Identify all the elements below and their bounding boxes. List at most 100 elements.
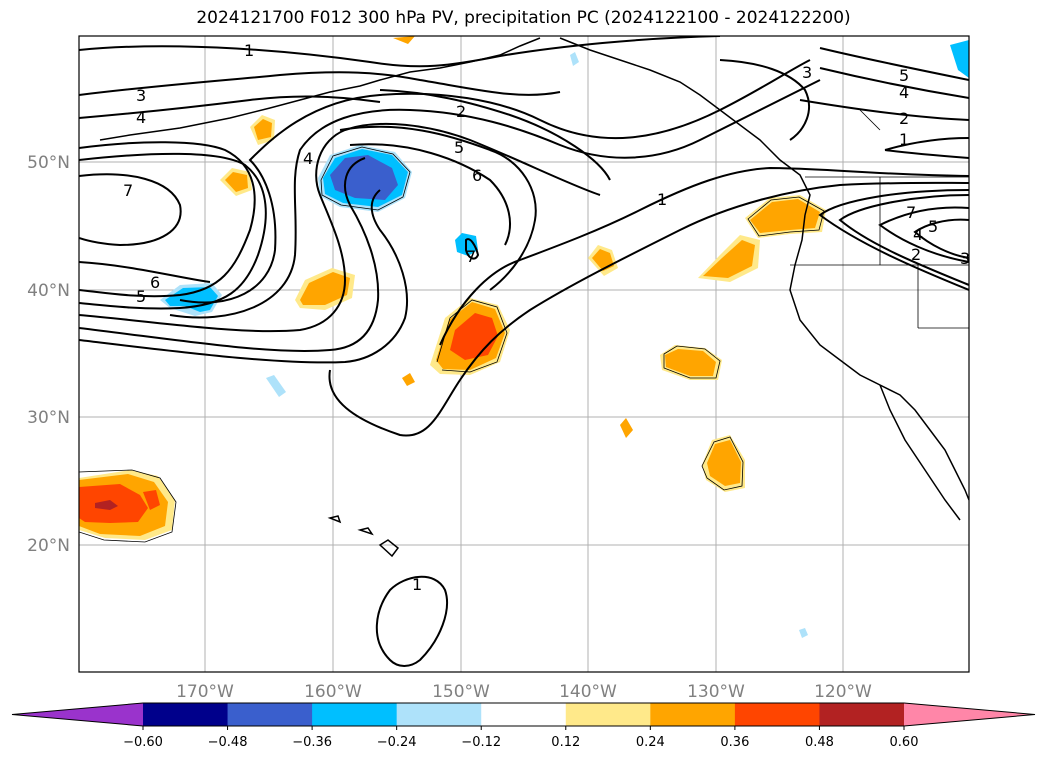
map-title: 2024121700 F012 300 hPa PV, precipitatio… bbox=[196, 8, 851, 28]
contour-4-nw bbox=[79, 95, 381, 119]
fill-blue-tiny-n bbox=[570, 52, 579, 66]
fill-west-subtropics-darkred bbox=[95, 500, 118, 510]
contour-7-west bbox=[79, 173, 182, 247]
contour-east-5 bbox=[819, 47, 969, 81]
fill-orange-e5 bbox=[707, 440, 741, 486]
colorbar-tick-label: −0.48 bbox=[208, 735, 248, 750]
colorbar-tick-label: 0.24 bbox=[636, 735, 665, 750]
contour-label: 2 bbox=[456, 102, 466, 121]
contour-tongue-a bbox=[179, 59, 811, 304]
lat-label-50n: 50°N bbox=[27, 153, 70, 173]
coast-alaska-south bbox=[559, 37, 811, 216]
contour-1-trough-south bbox=[328, 181, 969, 437]
colorbar-bin bbox=[819, 703, 905, 726]
fill-orange-nw1b bbox=[254, 119, 272, 140]
colorbar-extend-low bbox=[12, 703, 143, 726]
colorbar-tick-label: −0.24 bbox=[377, 735, 417, 750]
contour-label: 4 bbox=[913, 225, 923, 244]
fill-orange-e4 bbox=[665, 349, 716, 376]
contour-east-1 bbox=[884, 137, 969, 151]
fill-central-red bbox=[450, 313, 498, 360]
colorbar-bin bbox=[227, 703, 313, 726]
precipitation-fills bbox=[79, 36, 969, 638]
contour-tongue-d bbox=[79, 157, 380, 352]
contour-label: 7 bbox=[123, 181, 133, 200]
lon-label-120w: 120°W bbox=[814, 682, 872, 702]
colorbar: −0.60 −0.48 −0.36 −0.24 −0.12 0.12 0.24 0.36 0.4… bbox=[11, 702, 1036, 750]
contour-tongue-e bbox=[79, 189, 409, 364]
contour-small-loop bbox=[465, 238, 480, 260]
contour-3-nw bbox=[79, 71, 561, 96]
contour-wave-1 bbox=[79, 141, 256, 298]
colorbar-bin bbox=[312, 703, 398, 726]
fill-orange-e7 bbox=[402, 373, 415, 386]
contour-east-3 bbox=[719, 59, 810, 141]
contour-label: 6 bbox=[150, 273, 160, 292]
contour-east-trough3 bbox=[838, 194, 969, 286]
contour-label: 3 bbox=[802, 63, 812, 82]
lat-label-20n: 20°N bbox=[27, 536, 70, 556]
colorbar-tick-label: 0.60 bbox=[890, 735, 919, 750]
contour-label: 2 bbox=[911, 245, 921, 264]
contour-east-1b bbox=[884, 149, 969, 159]
coast-alaska-peninsula bbox=[99, 37, 541, 141]
coast-west-us bbox=[789, 214, 969, 501]
contour-east-4 bbox=[819, 67, 969, 99]
colorbar-tick-label: −0.12 bbox=[461, 735, 501, 750]
map-frame bbox=[78, 35, 970, 673]
contour-5-mid bbox=[339, 125, 537, 291]
latitude-labels: 50°N 40°N 30°N 20°N bbox=[27, 153, 70, 556]
contour-label: 1 bbox=[244, 41, 254, 60]
contour-label-group: 1 3 4 7 6 5 4 2 5 6 1 3 5 4 2 1 7 5 4 2 … bbox=[123, 41, 970, 594]
fill-orange-top bbox=[393, 36, 415, 44]
contour-east-trough4 bbox=[818, 189, 969, 291]
contour-label: 5 bbox=[454, 138, 464, 157]
contour-tongue-c bbox=[79, 122, 601, 333]
colorbar-tick-label: 0.36 bbox=[720, 735, 749, 750]
precip-outlines bbox=[79, 146, 825, 543]
lon-label-170w: 170°W bbox=[176, 682, 234, 702]
contour-label: 1 bbox=[899, 130, 909, 149]
contour-label: 5 bbox=[899, 66, 909, 85]
colorbar-tick-label: 0.12 bbox=[551, 735, 580, 750]
lon-label-140w: 140°W bbox=[559, 682, 617, 702]
fill-orange-e2 bbox=[703, 240, 755, 278]
colorbar-extend-high bbox=[904, 703, 1035, 726]
contour-label: 3 bbox=[136, 86, 146, 105]
colorbar-tick-label: −0.36 bbox=[292, 735, 332, 750]
contour-tongue-b bbox=[169, 79, 821, 319]
contour-label: 2 bbox=[899, 109, 909, 128]
colorbar-tick-label: −0.60 bbox=[123, 735, 163, 750]
fill-blue-royal bbox=[330, 155, 398, 200]
contour-1-south-ellipse bbox=[375, 575, 449, 667]
map-area bbox=[79, 36, 969, 672]
hawaii bbox=[327, 515, 400, 558]
contour-label: 1 bbox=[412, 575, 422, 594]
colorbar-bin bbox=[734, 703, 820, 726]
contour-label: 7 bbox=[906, 203, 916, 222]
contour-east-2 bbox=[799, 99, 969, 121]
contour-label: 3 bbox=[960, 249, 970, 268]
fill-orange-e6 bbox=[620, 418, 633, 438]
colorbar-bin bbox=[481, 703, 567, 726]
colorbar-bin bbox=[650, 703, 736, 726]
contour-wave-2 bbox=[79, 152, 267, 310]
colorbar-bin bbox=[143, 703, 229, 726]
colorbar-bin bbox=[396, 703, 482, 726]
contour-2-mid bbox=[379, 89, 611, 181]
colorbar-tick-label: 0.48 bbox=[805, 735, 834, 750]
contour-1-north bbox=[79, 36, 721, 68]
contour-6-mid bbox=[349, 143, 511, 246]
borders bbox=[790, 109, 969, 329]
contour-label: 4 bbox=[136, 108, 146, 127]
contour-1-big-ridge bbox=[439, 166, 969, 346]
contour-label: 4 bbox=[899, 83, 909, 102]
coastlines bbox=[99, 37, 969, 558]
contour-label: 7 bbox=[466, 247, 476, 266]
fill-west-subtropics-red2 bbox=[143, 490, 160, 510]
contour-east-trough2 bbox=[913, 218, 969, 259]
contour-label: 5 bbox=[136, 287, 146, 306]
contour-wave-3 bbox=[79, 261, 211, 283]
fill-orange-w bbox=[300, 272, 350, 305]
